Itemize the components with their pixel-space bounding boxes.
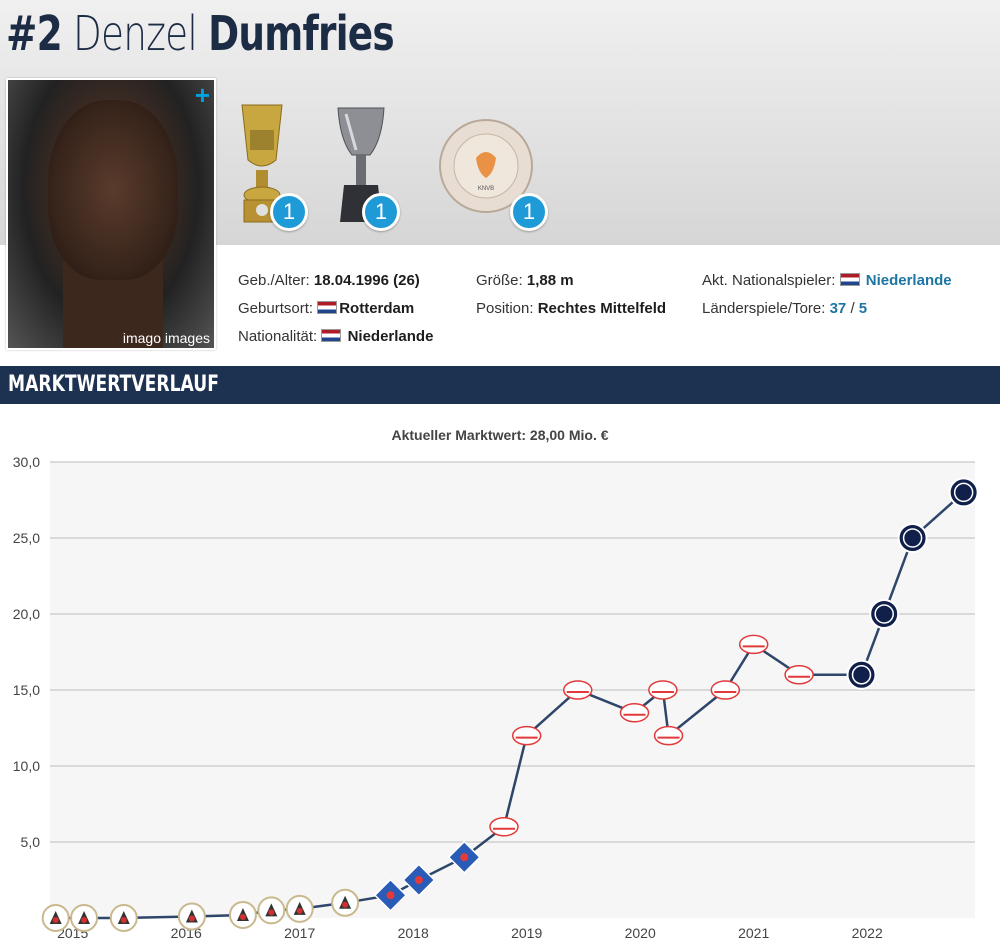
trophy-count-badge: 1 — [362, 193, 400, 231]
netherlands-flag-icon — [321, 329, 342, 342]
data-point-psv — [653, 725, 684, 746]
trophy-count-badge: 1 — [270, 193, 308, 231]
y-tick-label: 30,0 — [13, 454, 40, 470]
birth-row: Geb./Alter: 18.04.1996 (26) — [238, 272, 420, 289]
height-label: Größe: — [476, 272, 523, 289]
nationality-row: Nationalität: Niederlande — [238, 328, 433, 345]
data-point-inter-ring — [874, 604, 894, 624]
caps-row: Länderspiele/Tore: 37 / 5 — [702, 300, 867, 317]
national-team-link[interactable]: Niederlande — [865, 272, 952, 289]
national-label: Akt. Nationalspieler: — [702, 272, 836, 289]
goals-link[interactable]: 5 — [858, 300, 868, 317]
height-value: 1,88 m — [526, 272, 574, 289]
birthplace-row: Geburtsort: Rotterdam — [238, 300, 414, 317]
data-point-psv — [511, 725, 542, 746]
data-point-psv — [563, 680, 593, 700]
last-name: Dumfries — [208, 6, 395, 62]
data-point-sparta-dot — [342, 901, 349, 908]
national-team-row: Akt. Nationalspieler: Niederlande — [702, 272, 952, 289]
data-point-inter — [948, 477, 979, 508]
y-tick-label: 25,0 — [13, 530, 40, 546]
data-point-inter-ring — [902, 528, 923, 548]
photo-credit: imago images — [122, 330, 210, 346]
player-photo-image — [8, 80, 214, 348]
nationality-label: Nationalität: — [238, 328, 318, 345]
y-tick-label: 10,0 — [13, 758, 40, 774]
data-point-sparta-dot — [296, 907, 303, 914]
data-point-heerenveen-heart — [460, 853, 469, 862]
data-point-psv — [710, 680, 741, 700]
x-tick-label: 2022 — [852, 925, 883, 941]
data-point-heerenveen-heart — [414, 876, 423, 884]
data-point-sparta-dot — [81, 917, 88, 923]
caps-label: Länderspiele/Tore: — [702, 300, 826, 317]
trophy-count-badge: 1 — [510, 193, 548, 231]
position-label: Position: — [476, 300, 534, 317]
data-point-inter — [846, 659, 877, 690]
x-tick-label: 2018 — [398, 925, 429, 941]
player-photo[interactable]: + imago images — [6, 78, 216, 350]
data-point-heerenveen-heart — [386, 891, 395, 900]
supercup-trophy-icon[interactable] — [330, 100, 410, 230]
data-point-inter — [869, 599, 900, 629]
y-tick-label: 5,0 — [21, 834, 41, 850]
data-point-sparta-dot — [268, 909, 275, 916]
data-point-inter-ring — [953, 482, 974, 503]
position-value: Rechtes Mittelfeld — [537, 300, 667, 317]
shirt-number: #2 — [6, 6, 63, 62]
data-point-inter — [897, 523, 928, 553]
player-name: #2 Denzel Dumfries — [6, 6, 395, 62]
y-tick-label: 15,0 — [13, 682, 40, 698]
birth-label: Geb./Alter: — [238, 272, 310, 289]
player-header: #2 Denzel Dumfries + imago images 1 — [0, 0, 1000, 366]
birthplace-value: Rotterdam — [339, 300, 415, 317]
first-name: Denzel — [72, 6, 198, 62]
data-point-psv — [784, 665, 814, 685]
position-row: Position: Rechtes Mittelfeld — [476, 300, 666, 317]
y-tick-label: 20,0 — [13, 606, 40, 622]
nationality-value: Niederlande — [347, 328, 434, 345]
data-point-sparta-dot — [52, 917, 59, 923]
data-point-psv — [619, 703, 650, 723]
data-point-psv — [738, 634, 769, 655]
data-point-psv — [648, 680, 678, 700]
data-point-sparta-dot — [239, 913, 246, 920]
birthplace-label: Geburtsort: — [238, 300, 314, 317]
caps-separator: / — [846, 300, 859, 317]
birth-value: 18.04.1996 (26) — [313, 272, 420, 289]
x-tick-label: 2019 — [511, 925, 542, 941]
netherlands-flag-icon — [839, 273, 860, 286]
data-point-sparta-dot — [188, 915, 195, 922]
height-row: Größe: 1,88 m — [476, 272, 574, 289]
netherlands-flag-icon — [317, 301, 338, 314]
plus-icon[interactable]: + — [194, 80, 210, 110]
data-point-sparta-dot — [120, 917, 127, 923]
section-header: MARKTWERTVERLAUF — [0, 366, 1000, 404]
x-tick-label: 2021 — [738, 925, 769, 941]
data-point-inter-ring — [851, 665, 872, 685]
section-title: MARKTWERTVERLAUF — [8, 372, 219, 397]
caps-link[interactable]: 37 — [829, 300, 847, 317]
x-tick-label: 2020 — [625, 925, 656, 941]
x-tick-label: 2017 — [284, 925, 315, 941]
kampioen-eerste-divisie-badge-icon[interactable]: KNVB — [436, 118, 536, 218]
svg-text:KNVB: KNVB — [478, 186, 494, 192]
chart-title: Aktueller Marktwert: 28,00 Mio. € — [391, 427, 609, 443]
data-point-psv — [489, 817, 519, 837]
